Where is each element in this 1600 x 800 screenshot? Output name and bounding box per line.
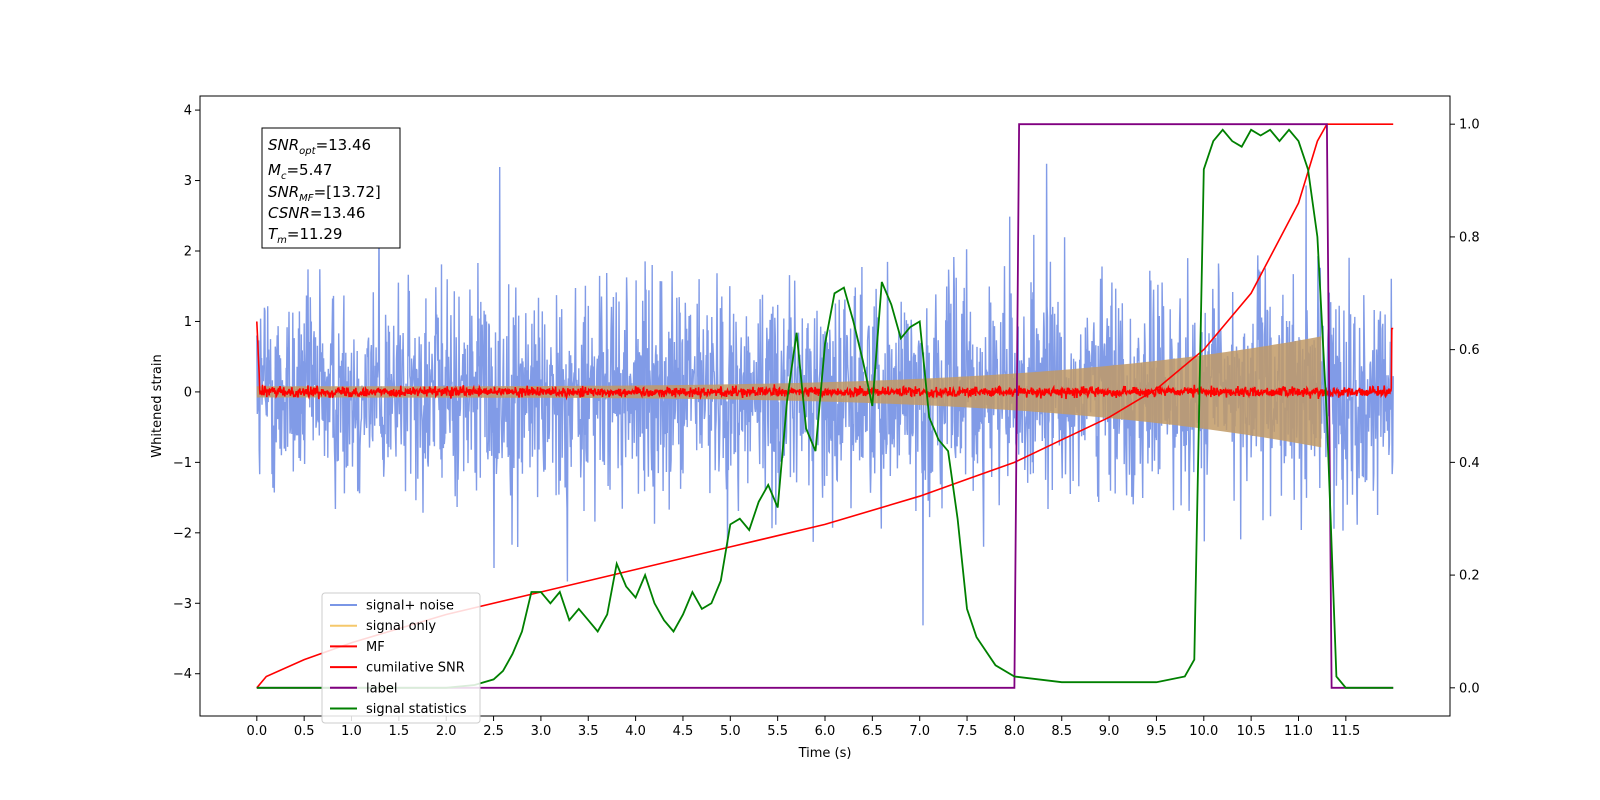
x-tick-label: 1.0 xyxy=(341,724,362,739)
series-mf xyxy=(256,321,1394,401)
info-line-tm: Tm=11.29 xyxy=(268,225,342,246)
y-tick-label: 4 xyxy=(184,104,192,119)
legend-label: signal statistics xyxy=(366,702,467,717)
x-tick-label: 10.5 xyxy=(1237,724,1266,739)
legend-label: signal only xyxy=(366,619,436,634)
x-tick-label: 1.5 xyxy=(389,724,410,739)
legend-label: MF xyxy=(366,640,385,655)
x-tick-label: 0.0 xyxy=(246,724,267,739)
y-axis-right: 0.0 0.2 0.4 0.6 0.8 1.0 xyxy=(1450,118,1480,696)
x-axis: 0.0 0.5 1.0 1.5 2.0 2.5 3.0 3.5 4.0 4.5 5.0 5.5 6.0 6… xyxy=(246,716,1360,739)
y-tick-label: 0 xyxy=(184,385,192,400)
x-tick-label: 3.0 xyxy=(531,724,552,739)
y-axis-left: −4 −3 −2 −1 0 1 2 3 4 xyxy=(173,104,200,682)
x-tick-label: 11.0 xyxy=(1284,724,1313,739)
info-line-mc: Mc=5.47 xyxy=(268,161,332,182)
x-axis-label: Time (s) xyxy=(798,746,852,761)
series-label xyxy=(256,123,1394,689)
info-box-frame xyxy=(261,127,401,249)
x-tick-label: 6.0 xyxy=(815,724,836,739)
x-tick-label: 4.0 xyxy=(625,724,646,739)
y-tick-label: 3 xyxy=(184,174,192,189)
y-tick-label: −2 xyxy=(173,526,192,541)
x-tick-label: 8.0 xyxy=(1004,724,1025,739)
info-line-csnr: CSNR=13.46 xyxy=(268,204,365,222)
x-tick-label: 2.0 xyxy=(436,724,457,739)
y2-tick-label: 0.2 xyxy=(1459,569,1480,584)
x-tick-label: 11.5 xyxy=(1331,724,1360,739)
y-tick-label: 1 xyxy=(184,315,192,330)
x-tick-label: 7.5 xyxy=(957,724,978,739)
x-tick-label: 10.0 xyxy=(1189,724,1218,739)
x-tick-label: 0.5 xyxy=(294,724,315,739)
legend-label: signal+ noise xyxy=(366,599,454,614)
x-tick-label: 6.5 xyxy=(862,724,883,739)
info-line-snr-opt: SNRopt=13.46 xyxy=(268,136,371,157)
y-tick-label: 2 xyxy=(184,245,192,260)
series-signal-statistics xyxy=(256,128,1394,689)
y2-tick-label: 0.6 xyxy=(1459,343,1480,358)
info-box: SNRopt=13.46 Mc=5.47 SNRMF=[13.72] CSNR=… xyxy=(261,127,401,249)
x-tick-label: 5.5 xyxy=(767,724,788,739)
y-tick-label: −1 xyxy=(173,456,192,471)
x-tick-label: 7.0 xyxy=(909,724,930,739)
y-axis-label: Whitened strain xyxy=(150,354,165,457)
x-tick-label: 4.5 xyxy=(673,724,694,739)
y2-tick-label: 1.0 xyxy=(1459,118,1480,133)
y2-tick-label: 0.4 xyxy=(1459,456,1480,471)
y-tick-label: −4 xyxy=(173,667,192,682)
x-tick-label: 9.0 xyxy=(1099,724,1120,739)
legend: signal+ noise signal only MF cumilative SNR… xyxy=(321,592,481,724)
x-tick-label: 9.5 xyxy=(1146,724,1167,739)
y2-tick-label: 0.8 xyxy=(1459,230,1480,245)
x-tick-label: 2.5 xyxy=(483,724,504,739)
info-line-snr-mf: SNRMF=[13.72] xyxy=(268,183,381,204)
x-tick-label: 8.5 xyxy=(1051,724,1072,739)
legend-label: cumilative SNR xyxy=(366,661,465,676)
x-tick-label: 3.5 xyxy=(578,724,599,739)
x-tick-label: 5.0 xyxy=(720,724,741,739)
y-tick-label: −3 xyxy=(173,597,192,612)
legend-label: label xyxy=(366,681,397,696)
y2-tick-label: 0.0 xyxy=(1459,681,1480,696)
legend-frame xyxy=(321,592,481,724)
